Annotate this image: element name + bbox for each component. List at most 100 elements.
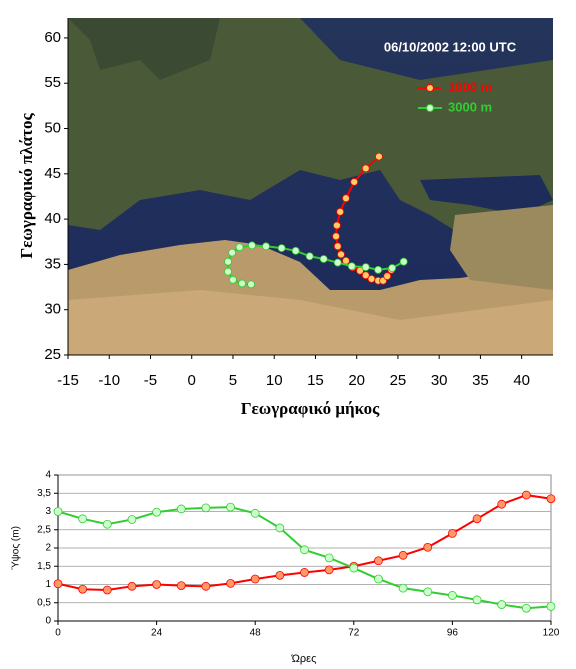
y-tick-label: 35 (44, 255, 61, 272)
point (300, 545, 309, 555)
point (472, 514, 482, 524)
x-tick-label: 96 (447, 628, 459, 639)
point (472, 595, 482, 605)
point (152, 507, 162, 517)
y-tick-label: 45 (44, 165, 61, 182)
point (347, 262, 356, 271)
point (374, 556, 383, 566)
point (305, 252, 314, 261)
point (333, 258, 342, 267)
y-tick-label: 25 (44, 346, 61, 363)
point (350, 178, 359, 186)
y-tick-label: 4 (45, 470, 51, 481)
point (53, 507, 63, 516)
point (423, 587, 433, 597)
annotation: 06/10/2002 12:00 UTC (384, 39, 517, 54)
legend-label: 3000 m (448, 99, 492, 114)
point (78, 514, 88, 524)
height-chart: 0 0,5 1 1,5 2 2,5 3 3,5 4 0 24 48 72 96 120 Ώρες Ύψος (m… (11, 470, 560, 665)
point (152, 580, 162, 589)
x-axis-label: Γεωγραφικό μήκος (241, 399, 380, 418)
point (102, 519, 112, 529)
point (176, 581, 186, 590)
point (229, 275, 237, 284)
y-tick-label: 60 (44, 29, 61, 46)
point (361, 263, 370, 272)
point (78, 584, 88, 594)
point (277, 244, 286, 253)
y-tick-label: 2,5 (37, 524, 51, 535)
y-tick-label: 55 (44, 74, 61, 91)
point (388, 264, 397, 272)
y-tick-label: 0,5 (37, 597, 51, 608)
point (324, 565, 334, 575)
point (176, 504, 186, 514)
x-tick-label: 72 (348, 628, 360, 639)
y-tick-label: 1,5 (37, 561, 51, 572)
point (349, 563, 359, 573)
y-axis-label: Ύψος (m) (11, 526, 22, 570)
x-axis-label: Ώρες (291, 653, 317, 665)
point (228, 248, 237, 257)
y-tick-label: 50 (44, 119, 61, 136)
point (398, 583, 408, 593)
y-tick-label: 30 (44, 301, 61, 318)
point (291, 246, 300, 255)
point (333, 242, 342, 251)
y-axis-label: Γεωγραφικό πλάτος (17, 113, 36, 259)
point (324, 553, 334, 563)
point (361, 164, 370, 173)
point (275, 570, 285, 580)
point (201, 581, 211, 591)
x-tick-label: 15 (307, 372, 324, 389)
point (226, 502, 235, 512)
point (423, 542, 433, 552)
point (250, 574, 260, 584)
y-tick-label: 2 (45, 543, 51, 554)
point (250, 508, 260, 518)
point (201, 503, 211, 513)
point (497, 600, 507, 609)
point (127, 515, 137, 524)
y-tick-label: 3,5 (37, 488, 51, 499)
point (262, 242, 270, 251)
point (247, 280, 256, 289)
x-tick-label: -15 (57, 372, 79, 389)
point (300, 568, 309, 577)
point (447, 591, 457, 600)
point (336, 207, 345, 216)
point (546, 602, 556, 611)
point (224, 257, 232, 266)
point (332, 221, 341, 230)
y-tick-label: 40 (44, 210, 61, 227)
point (447, 529, 457, 538)
point (546, 494, 556, 504)
point (337, 250, 345, 259)
point (235, 243, 244, 252)
point (361, 271, 370, 280)
point (332, 232, 340, 241)
x-tick-label: 10 (266, 372, 283, 389)
x-tick-label: -10 (98, 372, 120, 389)
x-tick-label: 0 (188, 372, 196, 389)
point (226, 579, 235, 588)
legend-marker (426, 84, 434, 92)
x-tick-label: 48 (250, 628, 262, 639)
x-tick-label: 24 (151, 628, 163, 639)
point (374, 265, 383, 274)
x-tick-label: -5 (144, 372, 157, 389)
point (398, 550, 408, 560)
x-tick-label: 25 (390, 372, 407, 389)
x-tick-label: 20 (348, 372, 365, 389)
point (383, 272, 392, 281)
point (521, 490, 531, 500)
point (399, 257, 408, 266)
x-tick-label: 30 (431, 372, 448, 389)
trajectory-chart: 25 30 35 40 45 50 55 60 -15 -10 -5 0 5 10 15 20 25 30 35 40… (17, 18, 553, 418)
point (224, 267, 232, 276)
point (53, 579, 63, 589)
point (248, 241, 256, 250)
y-tick-label: 0 (45, 616, 51, 627)
y-tick-label: 3 (45, 506, 51, 517)
